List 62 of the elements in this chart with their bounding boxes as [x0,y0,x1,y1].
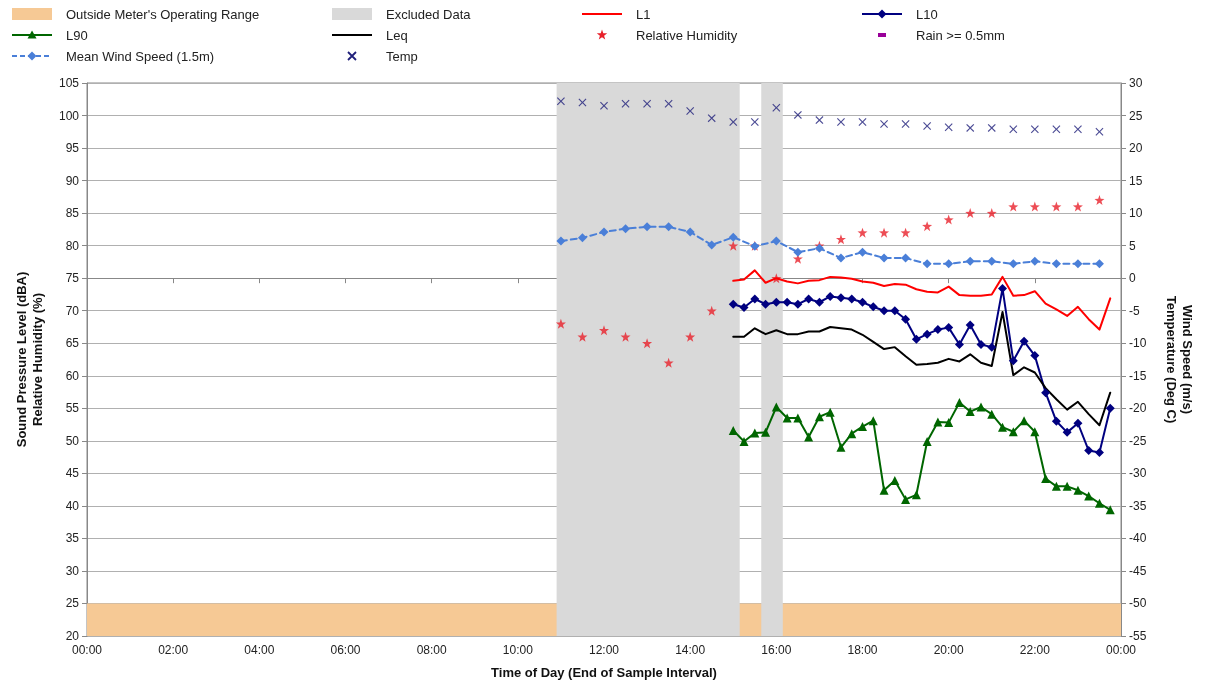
y2-tick-label: 5 [1129,238,1136,253]
y2-tick-label: -50 [1129,596,1147,611]
y-tick-label: 60 [65,368,80,383]
x-tick-label: 14:00 [675,643,706,657]
y-tick-label: 45 [65,466,80,481]
y-tick-label: 40 [65,498,80,513]
y-tick-label: 55 [65,401,80,416]
x-tick-label: 08:00 [416,643,448,657]
x-tick-label: 20:00 [933,643,965,657]
y-tick-label: 65 [65,336,80,351]
y2-tick-label: -5 [1129,303,1140,318]
y2-tick-label: 10 [1129,206,1143,221]
legend-label: L10 [916,6,938,22]
y2-tick-label: -15 [1129,368,1147,383]
y-tick-label: 25 [65,596,80,611]
y2-tick-label: -20 [1129,401,1147,416]
y2-tick-label: 30 [1129,76,1143,90]
legend-label: Leq [386,27,408,43]
y2-tick-label: -10 [1129,336,1147,351]
y-tick-label: 105 [58,76,80,90]
legend-label: Rain >= 0.5mm [916,27,1005,43]
y2-tick-label: -25 [1129,433,1147,448]
x-tick-label: 02:00 [158,643,189,657]
y-tick-label: 35 [65,531,80,546]
x-tick-label: 12:00 [588,643,620,657]
y2-tick-label: -30 [1129,466,1147,481]
y2-tick-label: -45 [1129,563,1147,578]
legend-label: Temp [386,48,418,64]
y-tick-label: 80 [65,238,80,253]
y2-tick-label: 20 [1129,141,1143,156]
legend-label: L90 [66,27,88,43]
legend-label: Outside Meter's Operating Range [66,6,260,22]
legend-label: Excluded Data [386,6,471,22]
y-tick-label: 75 [65,271,80,286]
x-tick-label: 04:00 [244,643,275,657]
legend-label: Relative Humidity [636,27,738,43]
y-tick-label: 85 [65,206,80,221]
y2-tick-label: -55 [1129,629,1147,643]
y2-axis-title: Wind Speed (m/s) Temperature (Deg C) [1163,295,1195,424]
x-tick-label: 16:00 [761,643,792,657]
x-tick-label: 00:00 [1105,643,1137,657]
y2-tick-label: -40 [1129,531,1147,546]
y2-tick-label: 25 [1129,108,1143,123]
y-tick-label: 70 [65,303,80,318]
y2-tick-label: 15 [1129,173,1143,188]
x-tick-label: 00:00 [71,643,103,657]
legend-label: L1 [636,6,651,22]
y-axis-title: Sound Pressure Level (dBA) Relative Humidity (%) [13,271,45,448]
y-tick-label: 30 [65,563,80,578]
y-tick-label: 50 [65,433,80,448]
x-tick-label: 10:00 [502,643,534,657]
x-axis-title: Time of Day (End of Sample Interval) [491,664,717,680]
x-tick-label: 06:00 [330,643,361,657]
y-tick-label: 90 [65,173,80,188]
x-tick-label: 18:00 [847,643,878,657]
y-tick-label: 95 [65,141,80,156]
y2-tick-label: -35 [1129,498,1147,513]
y-tick-label: 100 [58,108,80,123]
y-tick-label: 20 [65,629,80,643]
y2-tick-label: 0 [1129,271,1136,286]
x-tick-label: 22:00 [1019,643,1051,657]
legend-label: Mean Wind Speed (1.5m) [66,48,215,64]
